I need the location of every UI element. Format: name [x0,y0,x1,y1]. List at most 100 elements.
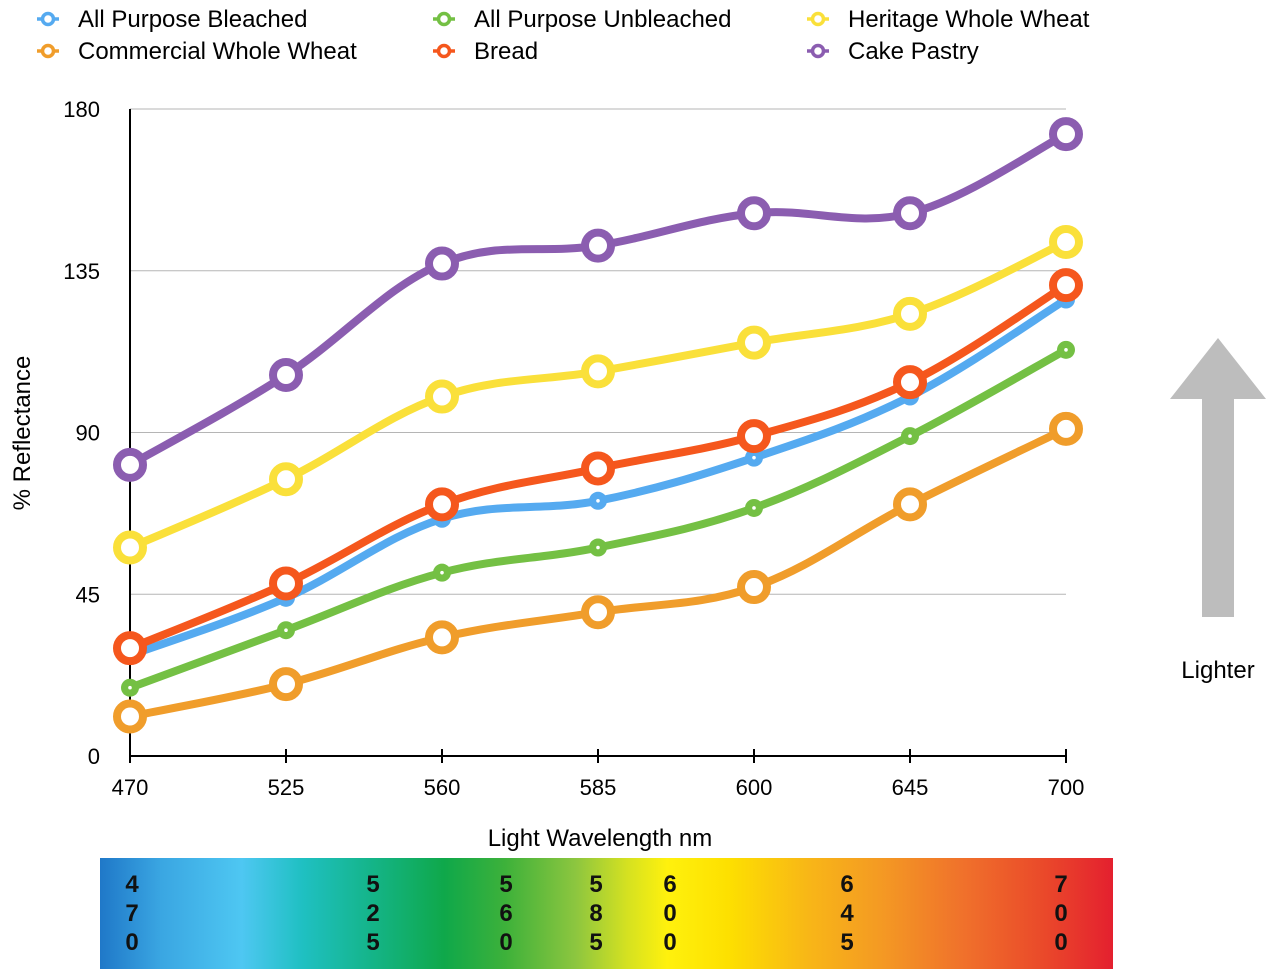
legend-marker-icon [40,11,56,27]
data-point [737,419,771,454]
data-point [113,699,147,734]
legend-label: Commercial Whole Wheat [78,38,357,65]
series-all-purpose-unbleached [121,340,1075,697]
data-point [425,379,459,414]
data-point [269,357,303,392]
data-point [1049,268,1083,303]
spectrum-digit: 2 [366,900,380,927]
data-point [113,530,147,565]
spectrum-digit: 7 [125,900,139,927]
spectrum-digit: 0 [1054,929,1068,956]
spectrum-digit: 0 [499,929,513,956]
legend-item: Heritage Whole Wheat [807,6,1090,33]
spectrum-digit: 4 [840,900,854,927]
data-point [1049,224,1083,259]
spectrum-digit: 0 [663,900,677,927]
data-point [893,196,927,231]
data-point [737,325,771,360]
spectrum-digit: 0 [125,929,139,956]
spectrum-digit: 0 [663,929,677,956]
series-cake-pastry [113,117,1083,482]
y-tick-label: 90 [76,421,100,446]
data-point-center [908,434,912,438]
series-heritage-whole-wheat [113,224,1083,565]
spectrum-digit: 5 [499,871,513,898]
up-arrow-icon [1170,338,1266,617]
data-point [1049,411,1083,446]
legend-label: Bread [474,38,538,65]
y-tick-label: 180 [63,97,100,122]
legend-marker-icon [436,11,452,27]
y-axis-label: % Reflectance [9,356,36,511]
data-point [893,487,927,522]
x-tick-label: 700 [1048,775,1085,800]
data-point-center [596,498,600,503]
spectrum-digit: 5 [589,871,603,898]
data-point [581,595,615,630]
legend: All Purpose Bleached Commercial Whole Whe… [37,6,1090,65]
spectrum-digit: 6 [499,900,513,927]
data-point [269,566,303,601]
data-point [269,667,303,702]
spectrum-digit: 0 [1054,900,1068,927]
data-point [581,451,615,486]
data-point-center [752,506,756,510]
spectrum-digit: 6 [840,871,854,898]
series-lines [113,117,1083,734]
data-point [581,228,615,263]
y-tick-label: 45 [76,582,100,607]
data-point-center [596,545,600,550]
x-tick-label: 470 [112,775,149,800]
x-tick-label: 600 [736,775,773,800]
spectrum-digit: 7 [1054,871,1068,898]
legend-label: All Purpose Bleached [78,6,307,33]
legend-item: All Purpose Bleached [37,6,307,33]
x-tick-label: 525 [268,775,305,800]
series-line [126,345,1070,692]
legend-label: Heritage Whole Wheat [848,6,1090,33]
legend-label: All Purpose Unbleached [474,6,732,33]
gridlines [130,108,1066,595]
series-line [126,130,1070,469]
spectrum-digit: 5 [840,929,854,956]
legend-item: All Purpose Unbleached [433,6,732,33]
data-point [893,296,927,331]
legend-item: Commercial Whole Wheat [37,38,357,65]
x-tick-label: 645 [892,775,929,800]
x-tick-label: 585 [580,775,617,800]
data-point [425,246,459,281]
legend-marker-icon [810,11,826,27]
data-point [581,354,615,389]
data-point-center [752,455,756,460]
legend-marker-icon [436,43,452,59]
x-axis-label: Light Wavelength nm [488,825,713,852]
data-point [737,570,771,605]
x-axis-ticks: 470 525 560 585 600 645 700 [112,749,1085,800]
y-tick-label: 0 [88,744,100,769]
data-point [269,462,303,497]
spectrum-digit: 5 [366,871,380,898]
spectrum-digit: 4 [125,871,139,898]
data-point-center [1064,348,1068,352]
data-point-center [128,685,132,690]
data-point-center [440,570,444,575]
data-point [737,196,771,231]
legend-marker-icon [810,43,826,59]
lighter-annotation: Lighter [1181,657,1254,684]
data-point [425,620,459,655]
y-tick-label: 135 [63,259,100,284]
legend-item: Bread [433,38,538,65]
series-bread [113,268,1083,666]
spectrum-digit: 6 [663,871,677,898]
data-point [113,631,147,666]
data-point [1049,117,1083,152]
spectrum-digit: 5 [589,929,603,956]
legend-marker-icon [40,43,56,59]
data-point-center [284,628,288,632]
data-point [113,447,147,482]
x-tick-label: 560 [424,775,461,800]
y-axis-ticks: 0 45 90 135 180 [63,97,100,769]
series-commercial-whole-wheat [113,411,1083,734]
